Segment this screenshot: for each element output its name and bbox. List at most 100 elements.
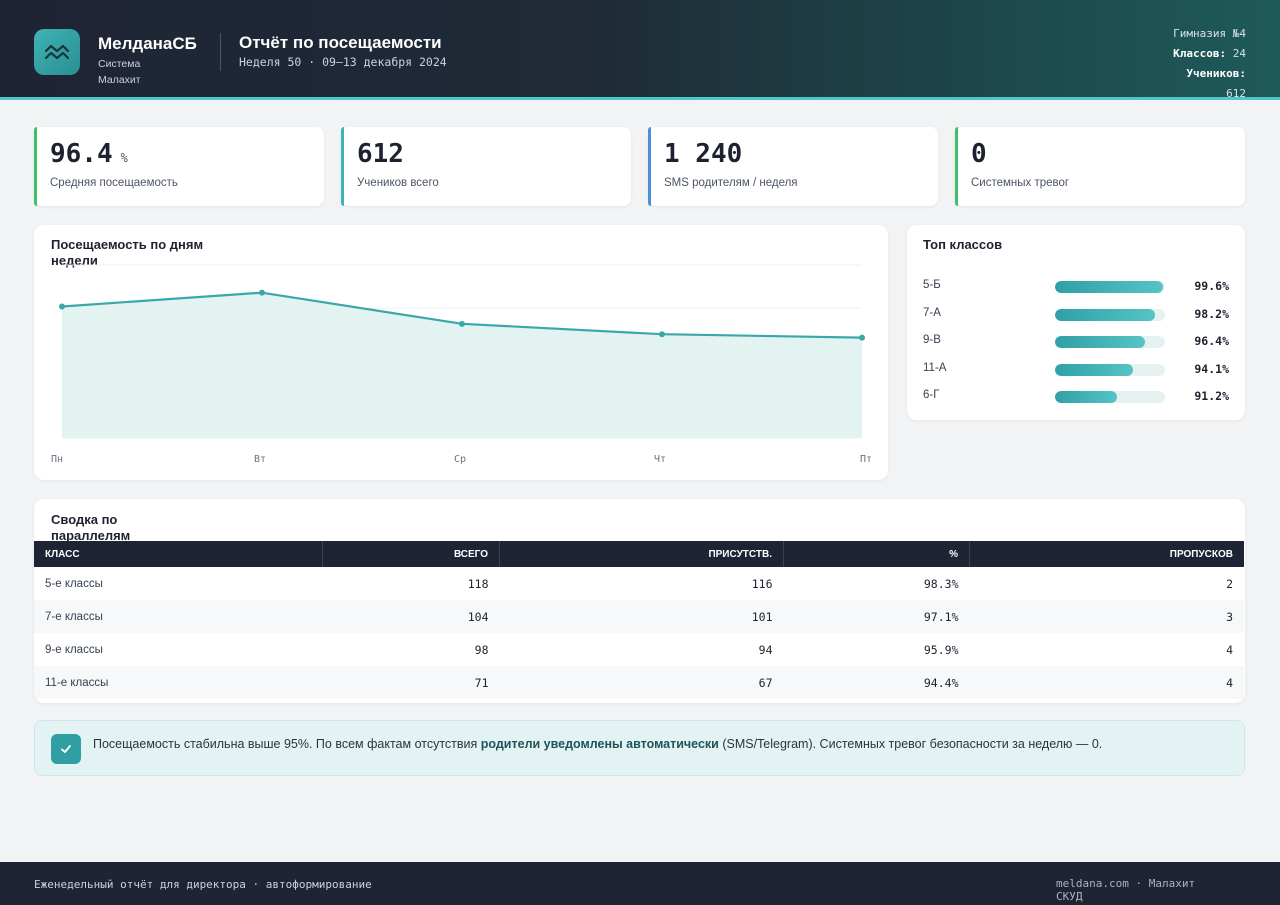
col-header-class: КЛАСС (34, 541, 323, 567)
status-note-text: Посещаемость стабильна выше 95%. По всем… (93, 737, 1103, 751)
table-row: 5-е классы 118 116 98.3% 2 (34, 567, 1244, 600)
cell-absences: 4 (969, 666, 1244, 699)
weekly-attendance-chart: Пн Вт Ср Чт Пт (51, 264, 872, 465)
cell-present: 94 (758, 642, 773, 657)
cell-percent: 97.1% (783, 600, 970, 633)
kpi-accent (341, 127, 344, 206)
x-tick-label: Пт (860, 454, 872, 465)
data-point (659, 331, 665, 338)
top-class-percent: 94.1% (1194, 361, 1229, 376)
kpi-value: 1 240 (664, 139, 743, 169)
cell-total: 118 (467, 576, 489, 591)
x-tick-label: Вт (254, 454, 266, 465)
top-class-row: 5-Б 99.6% (923, 277, 1229, 297)
series-area (62, 292, 862, 438)
classes-label: Классов: (1173, 47, 1227, 60)
top-class-bar-fill (1055, 281, 1163, 293)
col-header-present: ПРИСУТСТВ. (499, 541, 784, 567)
top-class-bar-fill (1055, 336, 1146, 348)
cell-percent: 98.3% (923, 576, 959, 591)
brand-subtitle: Система Малахит (98, 58, 141, 86)
cell-class: 11-е классы (34, 666, 323, 699)
cell-class: 5-е классы (45, 577, 103, 590)
report-title: Отчёт по посещаемости (239, 33, 442, 52)
summary-table: КЛАСС ВСЕГО ПРИСУТСТВ. % ПРОПУСКОВ 5-е к… (34, 541, 1244, 699)
data-point (259, 289, 265, 296)
students-label: Учеников: (1186, 67, 1246, 80)
top-class-bar-fill (1055, 391, 1117, 403)
status-note: Посещаемость стабильна выше 95%. По всем… (34, 720, 1245, 776)
top-class-percent: 98.2% (1194, 306, 1229, 321)
cell-class: 9-е классы (45, 643, 103, 656)
top-class-row: 9-В 96.4% (923, 332, 1229, 352)
kpi-card-alerts: 0 Системных тревог (955, 127, 1245, 206)
top-classes-title: Топ классов (923, 237, 1003, 252)
top-class-name: 6-Г (923, 389, 940, 401)
col-header-total: ВСЕГО (322, 541, 500, 567)
students-value: 612 (1226, 87, 1246, 100)
header-divider (220, 33, 221, 71)
weekly-chart-title: Посещаемость по дням недели (51, 237, 204, 268)
kpi-label: Средняя посещаемость (50, 177, 178, 189)
table-row: 9-е классы 98 94 95.9% 4 (34, 633, 1244, 666)
report-subtitle: Неделя 50 · 09–13 декабря 2024 (239, 55, 447, 69)
cell-present: 101 (499, 600, 784, 633)
school-info: Гимназия №4 Классов: 24 Учеников: 612 (1106, 24, 1246, 104)
x-tick-label: Чт (654, 454, 666, 465)
kpi-value: 96.4% (50, 139, 128, 169)
data-point (459, 320, 465, 327)
kpi-value: 0 (971, 139, 987, 169)
classes-value: 24 (1232, 47, 1246, 60)
top-class-name: 9-В (923, 334, 941, 346)
data-point (59, 303, 65, 310)
kpi-value: 612 (357, 139, 404, 169)
report-footer: Еженедельный отчёт для директора · автоф… (0, 862, 1280, 905)
cell-present: 67 (499, 666, 784, 699)
cell-total: 98 (474, 642, 489, 657)
top-class-row: 6-Г 91.2% (923, 387, 1229, 407)
top-class-percent: 91.2% (1194, 389, 1229, 403)
waves-icon (44, 44, 70, 60)
footer-right: meldana.com · Малахит СКУД (1056, 877, 1196, 903)
cell-absences: 2 (1226, 576, 1233, 591)
kpi-card-students: 612 Учеников всего (341, 127, 631, 206)
x-tick-label: Ср (454, 454, 466, 465)
kpi-card-attendance: 96.4% Средняя посещаемость (34, 127, 324, 206)
school-name: Гимназия №4 (1173, 27, 1246, 40)
kpi-card-sms: 1 240 SMS родителям / неделя (648, 127, 938, 206)
top-class-row: 11-А 94.1% (923, 360, 1229, 380)
top-class-bar (1055, 363, 1165, 376)
table-header-row: КЛАСС ВСЕГО ПРИСУТСТВ. % ПРОПУСКОВ (34, 541, 1244, 567)
kpi-accent (955, 127, 958, 206)
top-class-row: 7-А 98.2% (923, 305, 1229, 325)
check-icon (51, 734, 81, 764)
weekly-attendance-panel: Посещаемость по дням недели Пн Вт Ср Чт Пт (34, 225, 888, 480)
top-class-name: 11-А (923, 361, 947, 374)
top-class-bar (1055, 391, 1165, 403)
top-class-name: 5-Б (923, 279, 941, 291)
cell-total: 71 (322, 666, 500, 699)
cell-absences: 4 (1226, 642, 1233, 657)
top-class-name: 7-А (923, 306, 941, 319)
cell-absences: 3 (969, 600, 1244, 633)
table-row: 11-е классы 71 67 94.4% 4 (34, 666, 1244, 699)
summary-panel: Сводка по параллелям КЛАСС ВСЕГО ПРИСУТС… (34, 499, 1245, 703)
cell-class: 7-е классы (34, 600, 323, 633)
top-class-bar-fill (1055, 308, 1156, 321)
cell-present: 116 (751, 576, 773, 591)
kpi-accent (648, 127, 651, 206)
summary-title: Сводка по параллелям (51, 512, 131, 543)
kpi-label: Системных тревог (971, 177, 1070, 189)
kpi-label: SMS родителям / неделя (664, 177, 798, 189)
kpi-label: Учеников всего (357, 177, 439, 189)
cell-total: 104 (322, 600, 500, 633)
x-tick-label: Пн (51, 454, 63, 465)
top-class-percent: 96.4% (1194, 334, 1229, 348)
top-class-percent: 99.6% (1194, 279, 1229, 293)
brand-logo (34, 29, 80, 75)
top-class-bar (1055, 281, 1165, 293)
table-row: 7-е классы 104 101 97.1% 3 (34, 600, 1244, 633)
col-header-absences: ПРОПУСКОВ (969, 541, 1244, 567)
footer-left: Еженедельный отчёт для директора · автоф… (34, 878, 372, 891)
kpi-accent (34, 127, 37, 206)
